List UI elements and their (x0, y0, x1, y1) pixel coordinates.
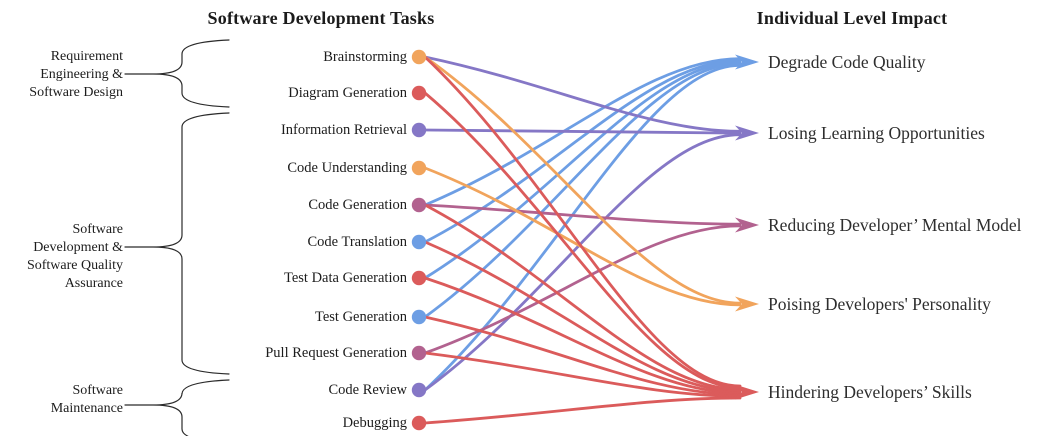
group-label-requirement-engineering: Requirement Engineering & Software Desig… (29, 49, 123, 100)
task-dot (411, 345, 427, 361)
task-dot (411, 234, 427, 250)
task-dot (411, 122, 427, 138)
group-brace (124, 39, 230, 108)
tasks-column-title: Software Development Tasks (207, 8, 435, 28)
task-label-code-review: Code Review (328, 382, 407, 398)
edge-curve (423, 396, 742, 425)
edge-curve (423, 315, 742, 396)
edge-curve (423, 57, 742, 207)
edge-curve (423, 203, 742, 226)
edge-curve (423, 55, 742, 133)
group-brace (124, 379, 230, 436)
impact-arrowhead-icon (735, 217, 759, 233)
task-dot (411, 309, 427, 325)
impact-label-losing-learning: Losing Learning Opportunities (768, 123, 985, 143)
impact-column-title: Individual Level Impact (756, 8, 948, 28)
impact-label-degrade-code-quality: Degrade Code Quality (768, 52, 926, 72)
group-brace (124, 112, 230, 375)
task-dot (411, 382, 427, 398)
group-label-software-maintenance: Software Maintenance (50, 383, 123, 416)
task-dot (411, 160, 427, 176)
task-label-debugging: Debugging (342, 415, 407, 431)
edge-curve (423, 203, 742, 391)
edge-curve (423, 91, 742, 390)
edge-curve (423, 240, 742, 393)
task-label-information-retrieval: Information Retrieval (280, 122, 407, 138)
edge-curve (423, 64, 742, 392)
task-dot (411, 49, 427, 65)
edge-curve (423, 276, 742, 395)
task-label-code-generation: Code Generation (308, 197, 407, 213)
impact-arrowhead-icon (735, 296, 759, 312)
edge-curve (423, 62, 742, 319)
edge-curve (423, 55, 742, 388)
task-dot (411, 85, 427, 101)
task-label-pull-request-generation: Pull Request Generation (265, 345, 407, 361)
impact-arrowhead-icon (735, 54, 759, 70)
task-label-code-translation: Code Translation (307, 234, 408, 250)
task-label-test-data-generation: Test Data Generation (284, 270, 407, 286)
task-dot (411, 415, 427, 431)
edge-curve (423, 166, 742, 307)
edge-curve (423, 58, 742, 244)
task-label-code-understanding: Code Understanding (287, 160, 407, 176)
task-label-brainstorming: Brainstorming (323, 49, 407, 65)
impact-label-hindering-skills: Hindering Developers’ Skills (768, 382, 972, 402)
task-dot (411, 270, 427, 286)
group-label-software-development: Software Development & Software Quality … (26, 222, 123, 291)
impact-label-reducing-mental-model: Reducing Developer’ Mental Model (768, 215, 1022, 235)
edge-curve (423, 55, 742, 305)
edge-curve (423, 133, 742, 392)
edge-curve (423, 351, 742, 398)
impact-arrowhead-icon (735, 384, 759, 400)
task-label-test-generation: Test Generation (315, 309, 407, 325)
task-label-diagram-generation: Diagram Generation (288, 85, 407, 101)
impact-arrowhead-icon (735, 125, 759, 141)
edge-curve (423, 224, 742, 355)
task-dot (411, 197, 427, 213)
impact-label-poising-personality: Poising Developers' Personality (768, 294, 991, 314)
edge-curve (423, 128, 742, 135)
edge-curve (423, 60, 742, 280)
